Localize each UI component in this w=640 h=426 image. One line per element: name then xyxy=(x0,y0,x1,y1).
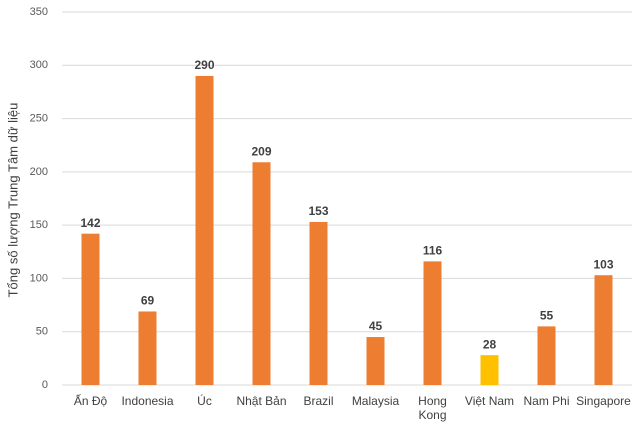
data-label: 153 xyxy=(308,204,328,218)
x-tick-label: Úc xyxy=(197,394,212,408)
bar xyxy=(537,326,556,385)
data-label: 209 xyxy=(251,144,271,158)
bar xyxy=(195,75,214,385)
y-tick-label: 300 xyxy=(30,59,48,71)
bar xyxy=(138,311,157,385)
y-tick-label: 50 xyxy=(36,326,48,338)
x-tick-label: Malaysia xyxy=(351,394,400,408)
data-label: 28 xyxy=(483,337,497,351)
y-tick-label: 200 xyxy=(30,166,48,178)
bar xyxy=(252,162,271,385)
x-tick-label: Việt Nam xyxy=(464,394,515,408)
bar xyxy=(480,355,499,385)
bar xyxy=(423,261,442,385)
bar xyxy=(81,233,100,385)
data-label: 116 xyxy=(423,244,443,258)
x-tick-label: Indonesia xyxy=(121,394,174,408)
x-tick-label: Brazil xyxy=(303,394,334,408)
data-label: 290 xyxy=(194,58,214,72)
x-tick-label: Ấn Độ xyxy=(73,394,108,408)
bar xyxy=(594,275,613,385)
data-label: 142 xyxy=(80,216,100,230)
y-axis-label: Tổng số lượng Trung Tâm dữ liệu xyxy=(5,103,20,298)
x-tick-label: Singapore xyxy=(576,394,631,408)
bar xyxy=(309,221,328,385)
x-tick-label: Nam Phi xyxy=(523,394,570,408)
y-tick-label: 100 xyxy=(30,272,48,284)
y-tick-label: 250 xyxy=(30,112,48,124)
bar xyxy=(366,337,385,385)
y-tick-label: 150 xyxy=(30,219,48,231)
x-tick-label: Hong Kong xyxy=(418,394,447,422)
data-label: 103 xyxy=(593,257,613,271)
data-label: 55 xyxy=(540,309,554,323)
y-tick-label: 0 xyxy=(42,379,48,391)
data-label: 69 xyxy=(141,294,155,308)
data-label: 45 xyxy=(369,319,383,333)
y-tick-label: 350 xyxy=(30,6,48,18)
x-tick-label: Nhật Bản xyxy=(236,394,287,408)
